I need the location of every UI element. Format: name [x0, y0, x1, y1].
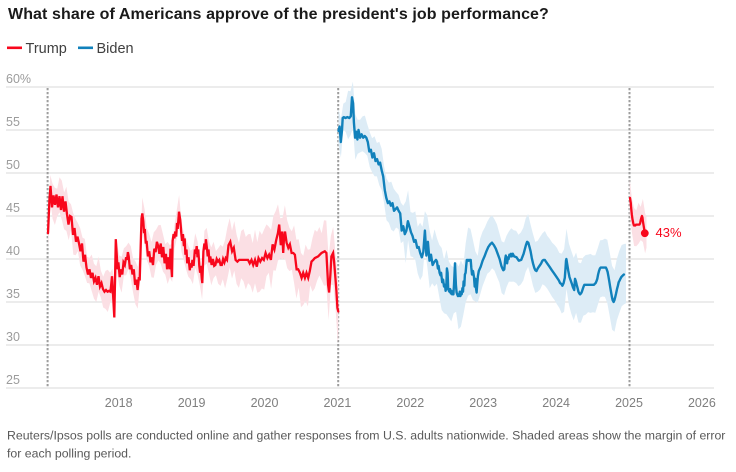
svg-text:45: 45	[6, 201, 20, 215]
svg-text:2020: 2020	[251, 396, 279, 410]
svg-text:2024: 2024	[542, 396, 570, 410]
svg-text:43%: 43%	[656, 225, 682, 240]
svg-text:2018: 2018	[105, 396, 133, 410]
svg-text:2023: 2023	[469, 396, 497, 410]
svg-text:25: 25	[6, 373, 20, 387]
svg-text:2022: 2022	[396, 396, 424, 410]
svg-text:2026: 2026	[688, 396, 716, 410]
svg-text:35: 35	[6, 287, 20, 301]
svg-text:Reuters/Ipsos polls are conduc: Reuters/Ipsos polls are conducted online…	[7, 429, 725, 443]
svg-text:2021: 2021	[323, 396, 351, 410]
svg-text:60%: 60%	[6, 72, 31, 86]
svg-text:55: 55	[6, 115, 20, 129]
svg-text:for each polling period.: for each polling period.	[7, 447, 131, 461]
svg-text:2019: 2019	[178, 396, 206, 410]
svg-text:2025: 2025	[615, 396, 643, 410]
svg-text:30: 30	[6, 330, 20, 344]
svg-text:40: 40	[6, 244, 20, 258]
svg-text:Biden: Biden	[97, 41, 134, 57]
svg-text:50: 50	[6, 158, 20, 172]
svg-text:Trump: Trump	[26, 41, 67, 57]
svg-text:What share of Americans approv: What share of Americans approve of the p…	[8, 6, 549, 23]
